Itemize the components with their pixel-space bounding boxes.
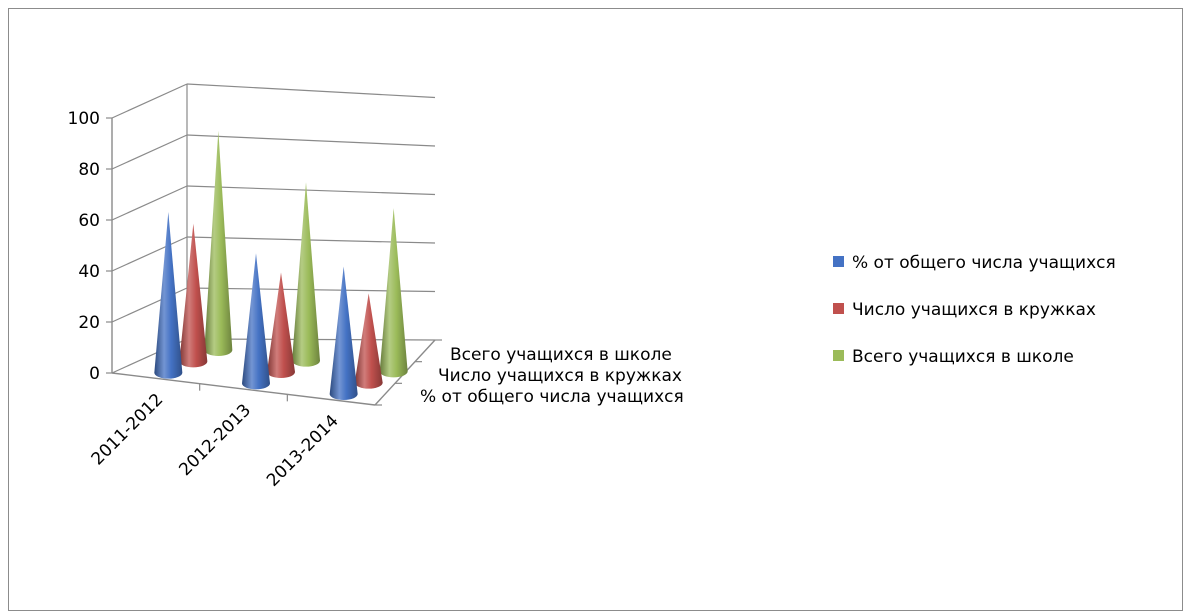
cone-body — [354, 293, 383, 389]
chart-frame — [8, 8, 1183, 611]
cone-body — [329, 266, 358, 401]
y-tick-label: 0 — [89, 364, 100, 384]
cone — [204, 130, 233, 356]
legend-swatch — [833, 303, 844, 314]
legend-label: Число учащихся в кружках — [852, 300, 1096, 320]
legend-label: % от общего числа учащихся — [852, 253, 1116, 273]
cone — [329, 266, 358, 401]
cone-body — [242, 253, 270, 390]
x-axis-line — [111, 372, 376, 406]
depth-tick-label: Число учащихся в кружках — [438, 366, 682, 386]
gridline-left — [111, 236, 188, 272]
cone — [179, 223, 208, 368]
gridline-back — [186, 134, 436, 147]
cone — [379, 208, 408, 378]
cone — [242, 253, 270, 390]
gridline-left — [111, 185, 188, 221]
cone-body — [267, 272, 295, 378]
gridline-back — [186, 83, 436, 99]
legend: % от общего числа учащихся Число учащихся… — [833, 253, 1116, 367]
cone-body — [154, 212, 183, 379]
legend-swatch — [833, 256, 844, 267]
x-tick-label: 2012-2013 — [175, 400, 255, 480]
gridline-left — [111, 83, 188, 119]
cone — [267, 272, 295, 378]
cone-body — [204, 130, 233, 356]
cone-body — [379, 208, 408, 378]
x-tick-label: 2013-2014 — [263, 411, 343, 491]
legend-swatch — [833, 350, 844, 361]
y-tick-label: 100 — [68, 109, 100, 129]
y-axis-ticks: 0 20 40 60 80 100 — [68, 109, 112, 384]
y-tick-label: 40 — [78, 262, 100, 282]
gridline-back — [186, 185, 436, 196]
y-tick-label: 20 — [78, 313, 100, 333]
cone — [292, 182, 320, 367]
cone — [354, 293, 383, 389]
cones — [154, 130, 408, 401]
y-tick-label: 80 — [78, 160, 100, 180]
cone-body — [292, 182, 320, 367]
legend-label: Всего учащихся в школе — [852, 347, 1074, 367]
gridline-left — [111, 134, 188, 170]
x-tick-label: 2011-2012 — [88, 390, 168, 470]
cone-body — [179, 223, 208, 368]
depth-tick-label: % от общего числа учащихся — [420, 387, 684, 407]
y-tick-label: 60 — [78, 211, 100, 231]
depth-tick-label: Всего учащихся в школе — [450, 345, 672, 365]
cone — [154, 212, 183, 379]
x-axis-labels: 2011-2012 2012-2013 2013-2014 — [88, 390, 343, 491]
